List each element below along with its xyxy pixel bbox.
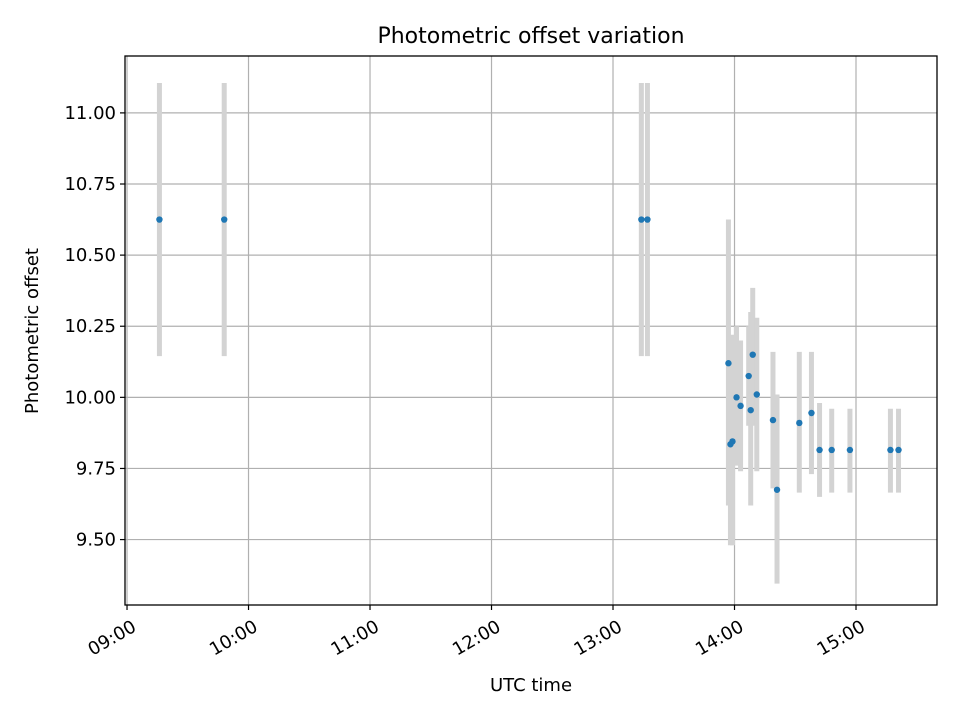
y-tick-label: 11.00 [64,103,116,124]
data-point [729,438,736,445]
y-tick-label: 10.25 [64,316,116,337]
y-tick-label: 10.00 [64,387,116,408]
data-point [769,416,777,424]
data-point [796,419,803,427]
y-tick-label: 9.50 [76,530,116,551]
data-point [747,406,754,414]
data-point [638,216,645,223]
data-point [221,216,228,223]
y-tick-label: 9.75 [76,458,116,479]
data-point [828,446,835,454]
data-point [749,351,756,358]
data-points [156,216,902,493]
data-point [846,446,854,454]
data-point [895,446,902,454]
chart-title: Photometric offset variation [377,24,684,49]
data-point [725,360,732,367]
data-point [745,372,752,380]
plot-area-frame [124,55,938,606]
data-point [887,446,894,454]
x-axis-label: UTC time [490,675,572,696]
data-point [156,216,163,223]
data-point [773,486,781,493]
data-point [737,402,744,410]
data-point [816,446,823,454]
data-point [644,216,651,223]
data-point [753,391,760,398]
y-tick-label: 10.50 [64,245,116,266]
y-axis-label: Photometric offset [22,248,43,414]
data-point [733,394,740,401]
y-tick-label: 10.75 [64,174,116,195]
y-axis-ticks: 9.50 9.75 10.00 10.25 10.50 10.75 11.00 [64,103,125,551]
data-point [808,409,815,417]
